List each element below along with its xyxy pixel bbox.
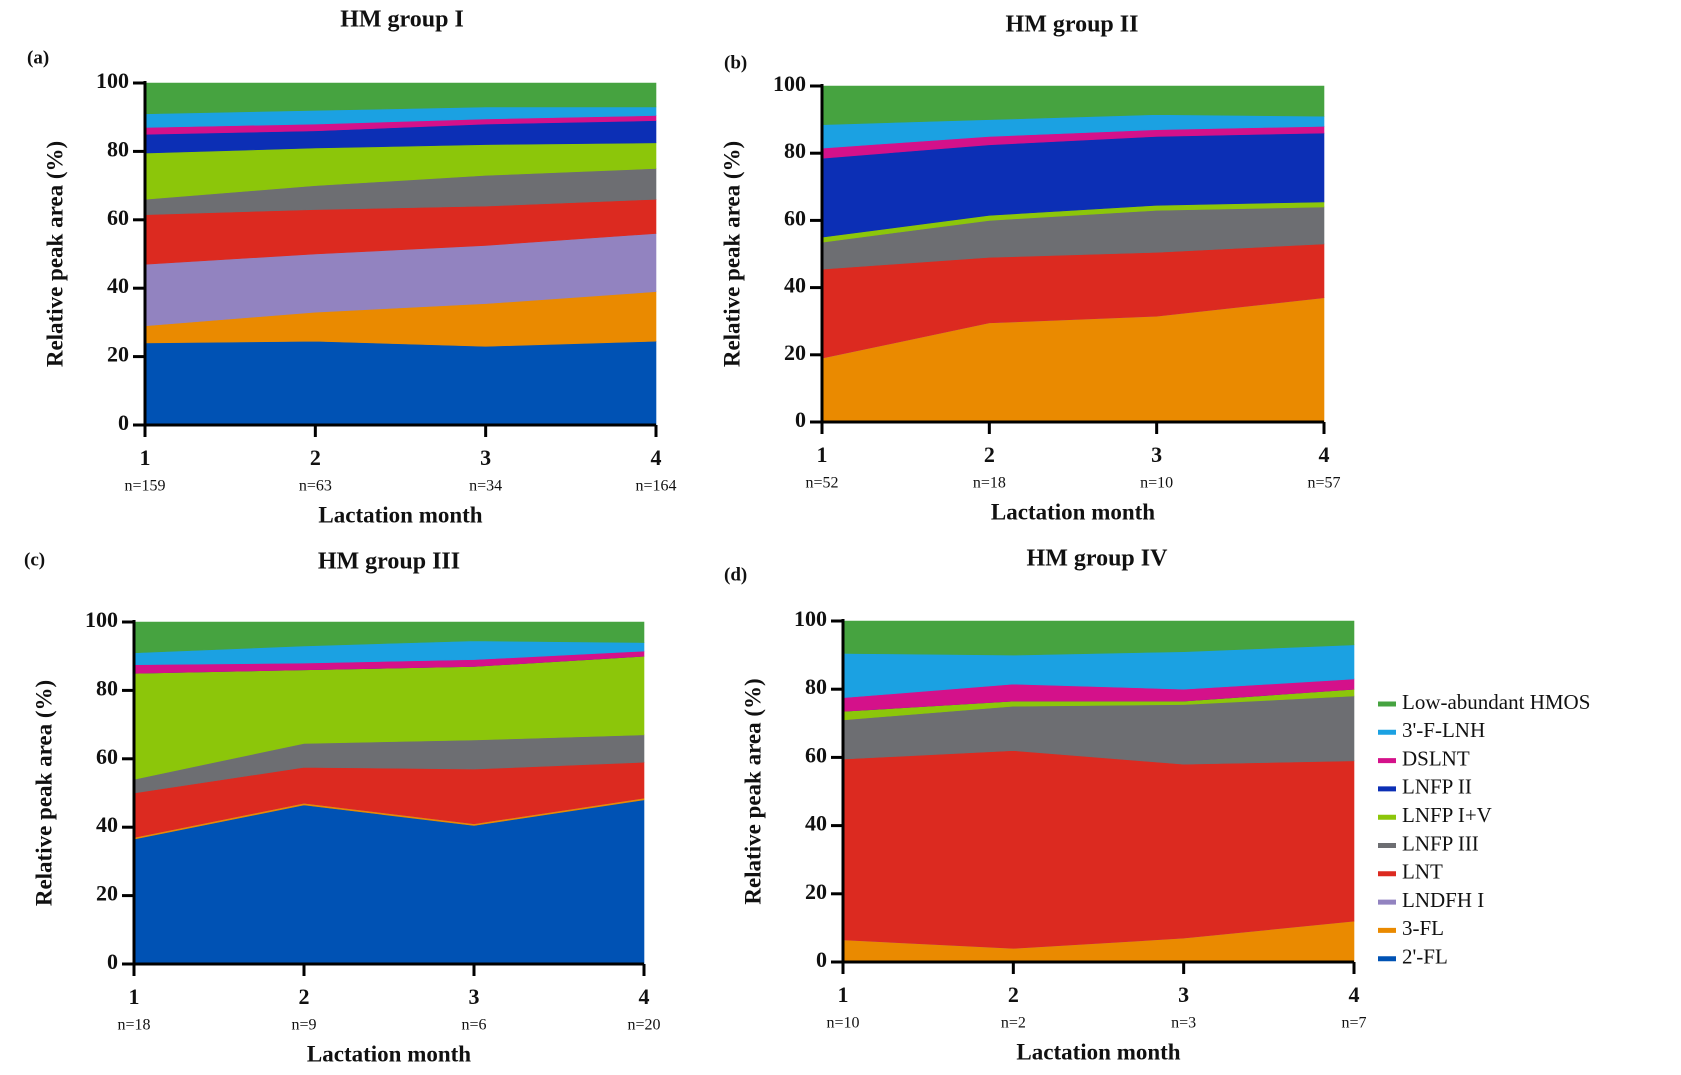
legend-label: 2'-FL (1402, 945, 1448, 969)
panel-label: (d) (724, 564, 747, 585)
area (144, 340, 657, 426)
panel: 0 20 40 60 80 100 1 n=18 2 n=9 3 n=6 4 n=20 Lactation … (24, 549, 661, 1067)
panel-label: (b) (724, 52, 747, 73)
sample-size: n=63 (299, 478, 332, 495)
x-tick-label: 3 (1178, 982, 1189, 1007)
area (133, 621, 645, 654)
legend-label: LNDFH I (1402, 888, 1484, 912)
y-tick-label: 20 (784, 340, 806, 365)
chart-title: HM group I (340, 7, 464, 33)
chart-title: HM group IV (1027, 546, 1169, 572)
sample-size: n=10 (1140, 475, 1173, 492)
sample-size: n=18 (973, 475, 1006, 492)
y-tick-label: 60 (96, 744, 118, 769)
legend-label: LNFP I+V (1402, 803, 1492, 827)
y-tick-label: 80 (805, 674, 827, 699)
x-tick-label: 4 (651, 445, 662, 470)
sample-size: n=52 (805, 475, 838, 492)
x-tick-label: 2 (984, 442, 995, 467)
legend-label: 3-FL (1402, 916, 1444, 940)
sample-size: n=18 (117, 1017, 150, 1034)
legend-label: Low-abundant HMOS (1402, 690, 1590, 714)
sample-size: n=34 (469, 478, 502, 495)
panel-label: (c) (24, 549, 45, 570)
y-tick-label: 0 (816, 947, 827, 972)
y-tick-label: 60 (805, 742, 827, 767)
y-axis-label: Relative peak area (%) (31, 680, 56, 906)
y-tick-label: 100 (85, 607, 118, 632)
x-tick-label: 1 (140, 445, 151, 470)
x-axis-label: Lactation month (318, 502, 482, 527)
y-tick-label: 20 (805, 879, 827, 904)
legend-label: LNFP II (1402, 775, 1472, 799)
y-tick-label: 80 (784, 138, 806, 163)
y-axis-label: Relative peak area (%) (740, 678, 765, 904)
y-tick-label: 0 (107, 949, 118, 974)
legend-label: LNFP III (1402, 831, 1479, 855)
y-tick-label: 100 (773, 71, 806, 96)
area (133, 799, 645, 965)
legend-label: DSLNT (1402, 746, 1470, 770)
panel-label: (a) (27, 47, 49, 68)
x-axis-label: Lactation month (307, 1041, 471, 1066)
y-tick-label: 20 (107, 342, 129, 367)
y-tick-label: 0 (795, 407, 806, 432)
x-axis-label: Lactation month (991, 499, 1155, 524)
legend-label: 3'-F-LNH (1402, 718, 1485, 742)
sample-size: n=6 (461, 1017, 486, 1034)
chart-title: HM group III (318, 549, 460, 575)
y-tick-label: 80 (96, 675, 118, 700)
x-tick-label: 2 (310, 445, 321, 470)
y-tick-label: 20 (96, 881, 118, 906)
y-tick-label: 60 (784, 205, 806, 230)
sample-size: n=7 (1341, 1015, 1366, 1032)
sample-size: n=10 (826, 1015, 859, 1032)
panel: 0 20 40 60 80 100 1 n=10 2 n=2 3 n=3 4 n=7 Lactation m… (724, 546, 1367, 1065)
y-tick-label: 40 (784, 273, 806, 298)
x-tick-label: 4 (1349, 982, 1360, 1007)
sample-size: n=9 (291, 1017, 316, 1034)
x-tick-label: 2 (299, 984, 310, 1009)
sample-size: n=3 (1171, 1015, 1196, 1032)
area (144, 82, 657, 115)
y-tick-label: 40 (107, 273, 129, 298)
sample-size: n=20 (627, 1017, 660, 1034)
x-tick-label: 4 (1319, 442, 1330, 467)
sample-size: n=57 (1307, 475, 1340, 492)
sample-size: n=159 (124, 478, 165, 495)
chart-title: HM group II (1006, 12, 1139, 38)
x-tick-label: 2 (1008, 982, 1019, 1007)
area (842, 620, 1355, 656)
x-tick-label: 1 (129, 984, 140, 1009)
x-tick-label: 4 (639, 984, 650, 1009)
x-tick-label: 3 (480, 445, 491, 470)
y-tick-label: 40 (96, 812, 118, 837)
sample-size: n=2 (1001, 1015, 1026, 1032)
y-tick-label: 80 (107, 136, 129, 161)
legend-label: LNT (1402, 860, 1443, 884)
sample-size: n=164 (635, 478, 676, 495)
x-tick-label: 3 (1151, 442, 1162, 467)
y-tick-label: 100 (794, 606, 827, 631)
x-tick-label: 1 (817, 442, 828, 467)
area (821, 85, 1325, 125)
y-axis-label: Relative peak area (%) (719, 141, 744, 367)
x-tick-label: 1 (838, 982, 849, 1007)
x-axis-label: Lactation month (1016, 1039, 1180, 1064)
x-tick-label: 3 (469, 984, 480, 1009)
panel: 0 20 40 60 80 100 1 n=159 2 n=63 3 n=34 4 n=164 Lactat… (27, 7, 677, 528)
y-tick-label: 60 (107, 205, 129, 230)
panel: 0 20 40 60 80 100 1 n=52 2 n=18 3 n=10 4 n=57 Lactatio… (719, 12, 1340, 525)
y-tick-label: 0 (118, 410, 129, 435)
y-tick-label: 40 (805, 811, 827, 836)
y-tick-label: 100 (96, 68, 129, 93)
y-axis-label: Relative peak area (%) (42, 141, 67, 367)
area (842, 750, 1355, 949)
